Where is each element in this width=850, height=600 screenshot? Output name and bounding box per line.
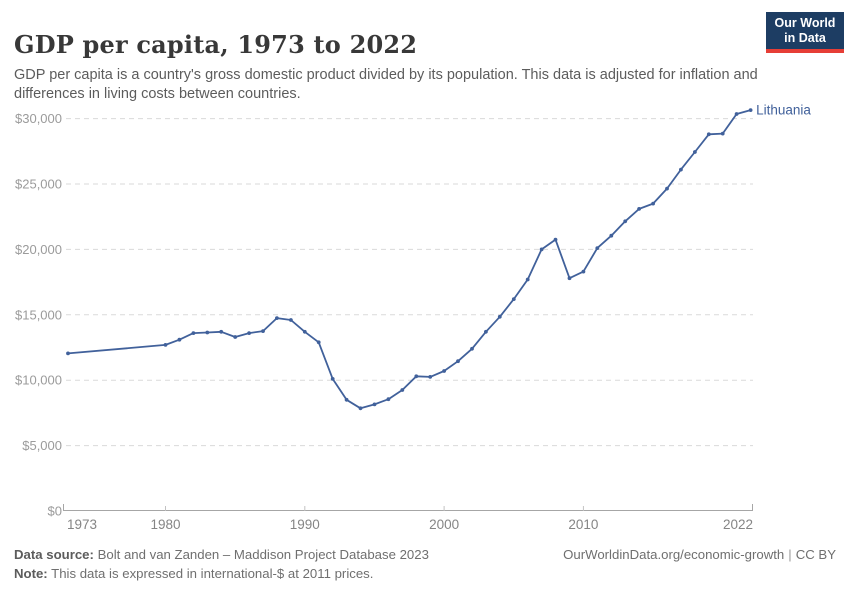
x-tick-label: 2000: [429, 517, 459, 532]
entity-label: Lithuania: [756, 103, 811, 118]
data-point: [233, 335, 238, 339]
x-tick-label: 2010: [568, 517, 598, 532]
y-tick-label: $5,000: [22, 438, 62, 453]
data-point: [679, 167, 683, 172]
data-point: [525, 277, 530, 282]
data-point: [163, 343, 168, 347]
data-point: [386, 397, 391, 402]
data-point: [428, 375, 433, 379]
data-point: [553, 237, 558, 242]
data-point: [358, 406, 363, 411]
data-point: [511, 297, 516, 301]
data-point: [275, 316, 279, 320]
owid-logo-line2: in Data: [784, 30, 826, 45]
data-line: [67, 109, 752, 410]
x-tick-label: 1973: [67, 517, 97, 532]
y-tick-label: $15,000: [15, 307, 62, 322]
data-point: [66, 351, 70, 356]
data-point: [734, 112, 739, 116]
y-tick-label: $0: [48, 504, 62, 519]
data-point: [497, 314, 502, 319]
data-point: [609, 233, 614, 238]
owid-logo-box: Our World in Data: [766, 12, 844, 49]
data-point: [191, 331, 196, 335]
data-point: [748, 108, 753, 112]
data-point: [316, 340, 321, 345]
data-point: [539, 247, 544, 252]
note-line: Note: This data is expressed in internat…: [14, 564, 836, 583]
data-point: [177, 337, 182, 342]
license-badge[interactable]: CC BY: [795, 547, 836, 562]
data-point: [623, 219, 628, 224]
data-point: [484, 329, 488, 334]
y-tick-label: $10,000: [15, 373, 62, 388]
data-point: [665, 186, 669, 191]
owid-logo-stripe: [766, 49, 844, 53]
data-point: [651, 201, 655, 206]
data-point: [720, 131, 725, 136]
data-point: [706, 132, 711, 137]
data-point: [247, 331, 252, 335]
footer-separator: |: [788, 547, 792, 562]
data-point: [567, 276, 572, 281]
y-tick-label: $30,000: [15, 111, 62, 126]
data-point: [400, 388, 405, 392]
data-point: [205, 330, 210, 335]
data-point: [456, 359, 460, 364]
data-point: [693, 150, 697, 154]
datasource-label: Data source:: [14, 547, 94, 562]
x-tick-label: 2022: [723, 517, 753, 532]
data-point: [442, 369, 446, 373]
data-point: [372, 402, 377, 407]
note-label: Note:: [14, 566, 48, 581]
data-point: [302, 329, 307, 334]
page-title: GDP per capita, 1973 to 2022: [14, 30, 418, 60]
data-point: [330, 377, 335, 381]
datasource-line: Data source: Bolt and van Zanden – Maddi…: [14, 545, 836, 564]
footer-link[interactable]: OurWorldinData.org/economic-growth: [563, 547, 785, 562]
data-point: [595, 246, 600, 251]
data-point: [581, 269, 586, 274]
owid-logo[interactable]: Our World in Data: [766, 12, 844, 53]
chart-subtitle: GDP per capita is a country's gross dome…: [14, 66, 758, 103]
data-point: [261, 329, 265, 333]
data-point: [219, 329, 224, 334]
x-tick-label: 1990: [290, 517, 320, 532]
note-text: This data is expressed in international-…: [51, 566, 374, 581]
chart-footer: Data source: Bolt and van Zanden – Maddi…: [14, 545, 836, 583]
data-point: [637, 207, 641, 211]
data-point: [414, 374, 419, 379]
x-tick-label: 1980: [150, 517, 180, 532]
data-point: [470, 346, 474, 351]
data-point: [344, 397, 349, 402]
y-tick-label: $20,000: [15, 242, 62, 257]
footer-right: OurWorldinData.org/economic-growth | CC BY: [563, 545, 836, 564]
owid-logo-line1: Our World: [774, 16, 836, 30]
datasource-text: Bolt and van Zanden – Maddison Project D…: [97, 547, 429, 562]
y-tick-label: $25,000: [15, 177, 62, 192]
data-point: [289, 318, 293, 322]
